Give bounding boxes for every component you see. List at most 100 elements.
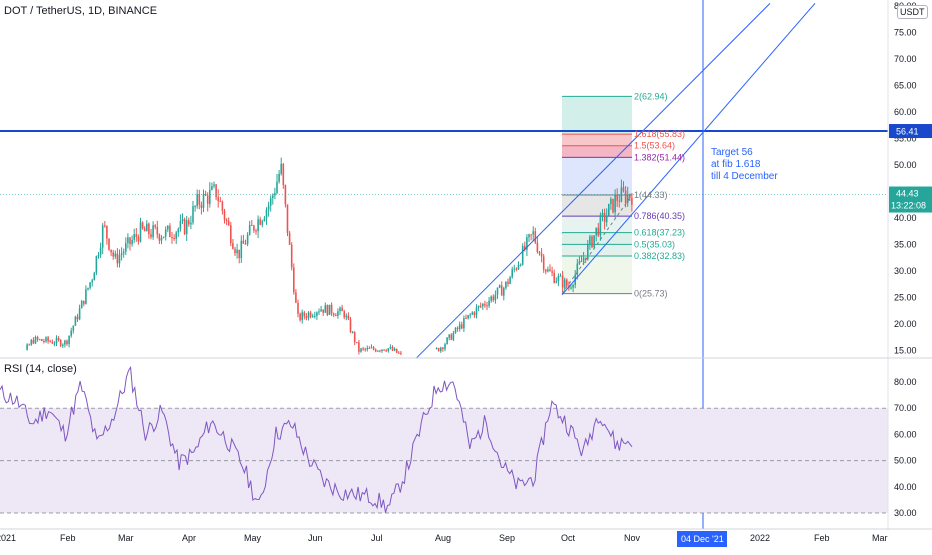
candle-body [219,201,222,203]
candle-body [62,344,64,346]
candle-body [290,244,293,268]
candle-body [398,352,400,354]
candle-body [385,350,387,352]
candle-body [358,342,360,352]
rsi-tick-label: 40.00 [894,482,917,492]
candle-body [612,198,614,213]
candle-body [158,234,161,241]
candle-body [200,204,203,208]
candle-body [557,276,560,282]
candle-body [246,234,249,245]
candle-body [335,315,337,317]
candle-body [288,232,291,245]
candle-body [255,230,257,232]
candle-body [232,243,234,249]
candle-body [486,305,488,307]
candle-body [587,243,589,260]
candle-body [263,218,266,221]
fib-level-label: 0(25.73) [634,289,668,299]
price-tick-label: 75.00 [894,28,917,38]
candle-body [240,240,243,259]
time-tick-label: Feb [814,533,830,543]
candle-body [345,315,348,318]
candle-body [223,210,226,220]
candle-body [381,349,383,351]
candle-body [276,181,278,194]
candle-body [181,219,184,222]
target-annotation-line: at fib 1.618 [711,159,761,170]
candle-body [524,246,526,250]
candle-body [152,225,154,238]
fib-trendline [561,194,633,294]
candle-body [41,339,43,342]
candle-body [110,249,112,253]
price-tick-label: 55.00 [894,134,917,144]
candle-body [458,324,461,330]
rsi-tick-label: 30.00 [894,508,917,518]
candle-body [309,312,312,317]
candle-body [164,229,167,237]
date-badge [677,531,727,547]
candle-body [146,223,148,232]
candle-body [120,253,123,256]
candle-body [93,272,96,281]
candle-body [601,213,604,216]
candle-body [494,294,497,301]
fib-level-label: 2(62.94) [634,91,668,101]
candle-body [444,344,446,350]
candle-body [217,197,219,202]
candle-body [608,203,610,216]
candle-body [530,234,532,236]
time-tick-label: Sep [499,533,515,543]
candle-body [469,314,471,316]
candle-body [28,344,30,346]
candle-body [624,190,627,204]
candle-body [387,348,390,351]
candle-body [440,347,442,352]
candle-body [213,184,215,187]
price-axis-bg [888,0,932,550]
candle-body [391,346,394,351]
candle-body [150,234,152,238]
candle-body [490,296,492,301]
candle-body [324,305,327,313]
candle-body [377,350,379,352]
candle-body [509,277,511,284]
pane-gap [0,358,888,361]
channel-lower-line [561,3,816,296]
candle-body [160,237,163,241]
candle-body [295,292,297,303]
rsi-title: RSI (14, close) [4,363,77,375]
time-tick-label: Apr [182,533,196,543]
candle-body [293,267,295,293]
price-tick-label: 40.00 [894,213,917,223]
candle-body [265,209,268,219]
candle-body [133,234,135,240]
candle-body [561,275,564,288]
candle-body [484,303,486,306]
candle-body [230,225,232,244]
candle-body [551,271,553,273]
candle-body [167,225,169,230]
candle-body [261,220,264,225]
candle-body [505,281,507,289]
rsi-tick-label: 80.00 [894,377,917,387]
candle-body [244,243,247,245]
candle-body [341,307,343,312]
candle-body [122,251,125,254]
fib-band [562,145,632,158]
price-tick-label: 20.00 [894,319,917,329]
candle-body [337,311,339,316]
candle-body [267,205,270,210]
currency-badge[interactable]: USDT [897,5,928,19]
candle-body [482,303,484,307]
candle-body [519,264,522,266]
candle-body [395,348,398,353]
candle-body [101,225,104,248]
last-price-countdown: 13:22:08 [891,201,926,211]
candle-body [452,333,455,340]
candle-body [242,240,245,244]
candle-body [91,280,93,283]
last-price-badge-value: 44.43 [896,189,919,199]
